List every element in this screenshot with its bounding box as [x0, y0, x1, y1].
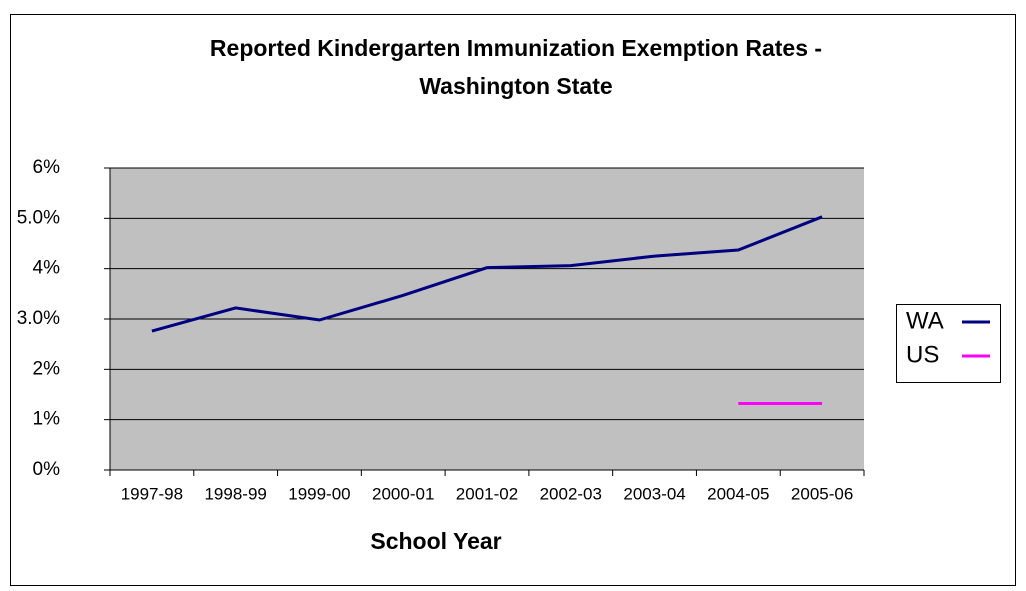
x-tick-label: 2002-03 — [540, 484, 602, 503]
y-tick-label: 2% — [33, 358, 61, 379]
x-tick-label: 2001-02 — [456, 484, 518, 503]
x-tick-label: 2003-04 — [623, 484, 685, 503]
x-axis-label: School Year — [370, 528, 501, 554]
x-tick-label: 1998-99 — [204, 484, 266, 503]
y-tick-label: 5.0% — [17, 207, 60, 228]
y-tick-label: 6% — [33, 157, 61, 178]
x-tick-label: 1997-98 — [121, 484, 183, 503]
x-tick-label: 2000-01 — [372, 484, 434, 503]
y-tick-label: 3.0% — [17, 308, 60, 329]
x-tick-label: 2005-06 — [791, 484, 853, 503]
x-tick-label: 1999-00 — [288, 484, 350, 503]
legend — [896, 304, 1001, 383]
legend-label: WA — [906, 307, 944, 334]
y-tick-label: 0% — [33, 459, 61, 480]
x-tick-label: 2004-05 — [707, 484, 769, 503]
chart-title: Reported Kindergarten Immunization Exemp… — [210, 35, 822, 61]
chart-title: Washington State — [419, 73, 612, 99]
legend-label: US — [906, 341, 939, 368]
y-tick-label: 4% — [33, 258, 61, 279]
y-tick-label: 1% — [33, 409, 61, 430]
data-line — [151, 215, 823, 333]
